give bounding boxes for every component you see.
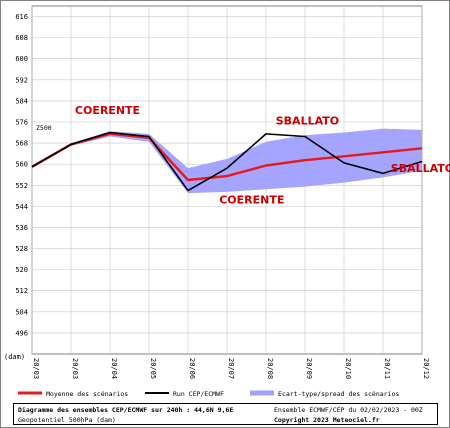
y-tick-label: 528	[15, 245, 28, 253]
x-axis-ticks: 20/03 20/03 20/04 20/05 20/06 20/07 20/08 20/09…	[32, 358, 430, 379]
annotation-label: COERENTE	[75, 104, 140, 117]
y-tick-label: 568	[15, 140, 28, 148]
x-tick-label: 20/09	[305, 358, 313, 379]
y-tick-label: 600	[15, 55, 28, 63]
x-tick-label: 20/05	[149, 358, 157, 379]
x-tick-label: 20/07	[227, 358, 235, 379]
spread-band-area	[32, 128, 422, 194]
x-tick-label: 20/08	[266, 358, 274, 379]
annotation-label: COERENTE	[219, 194, 284, 207]
footer-box: Diagramme des ensembles CEP/ECMWF sur 24…	[13, 403, 438, 425]
legend-mean-label: Moyenne des scénarios	[46, 390, 128, 398]
mean-line	[31, 132, 423, 182]
annotation-label: SBALLATO	[391, 162, 450, 175]
legend-run-label: Run CEP/ECMWF	[173, 390, 224, 398]
x-tick-label: 20/03	[71, 358, 79, 379]
footer-title: Diagramme des ensembles CEP/ECMWF sur 24…	[18, 406, 234, 414]
y-tick-label: 608	[15, 34, 28, 42]
x-tick-label: 20/12	[422, 358, 430, 379]
y-tick-label: 512	[15, 287, 28, 295]
y-tick-label: 576	[15, 119, 28, 127]
footer-subtitle: Geopotentiel 500hPa (dam)	[18, 416, 116, 424]
y-tick-label: 504	[15, 308, 28, 316]
y-axis-ticks: 616 608 600 592 584 576 568 560 552 544 536 528 520 5…	[15, 13, 28, 337]
legend-spread-label: Ecart-type/spread des scénarios	[278, 390, 399, 398]
y-tick-label: 496	[15, 329, 28, 337]
run-line	[31, 131, 423, 192]
annotations: COERENTE SBALLATO COERENTE SBALLATO	[75, 104, 450, 207]
x-tick-label: 20/03	[32, 358, 40, 379]
spread-band	[32, 128, 422, 194]
x-tick-label: 20/10	[344, 358, 352, 379]
legend: Moyenne des scénarios Run CEP/ECMWF Ecar…	[18, 390, 399, 398]
level-label: Z500	[36, 124, 52, 132]
x-tick-label: 20/06	[188, 358, 196, 379]
footer-copyright: Copyright 2023 Meteociel.fr	[274, 416, 380, 424]
y-tick-label: 616	[15, 13, 28, 21]
y-tick-label: 552	[15, 182, 28, 190]
annotation-label: SBALLATO	[276, 115, 339, 128]
y-tick-label: 560	[15, 161, 28, 169]
x-tick-label: 20/04	[110, 358, 118, 379]
y-tick-label: 536	[15, 224, 28, 232]
y-tick-label: 584	[15, 97, 28, 105]
y-tick-label: 544	[15, 203, 28, 211]
y-unit-label: (dam)	[4, 353, 25, 361]
series-lines	[31, 131, 423, 192]
y-tick-label: 592	[15, 76, 28, 84]
y-tick-label: 520	[15, 266, 28, 274]
footer-ensemble: Ensemble ECMWF/CEP du 02/02/2023 - 00Z	[274, 406, 423, 414]
x-tick-label: 20/11	[383, 358, 391, 379]
